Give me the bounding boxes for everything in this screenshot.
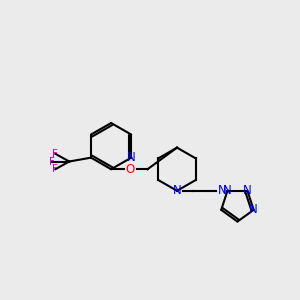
Text: N: N	[243, 184, 252, 197]
Text: F: F	[52, 164, 58, 174]
Text: O: O	[126, 163, 135, 176]
Text: N: N	[172, 184, 182, 197]
Text: N: N	[127, 151, 136, 164]
Text: F: F	[49, 157, 55, 166]
Text: N: N	[223, 184, 232, 197]
Text: N: N	[249, 203, 258, 216]
Text: F: F	[52, 149, 58, 159]
Text: N: N	[218, 184, 226, 197]
